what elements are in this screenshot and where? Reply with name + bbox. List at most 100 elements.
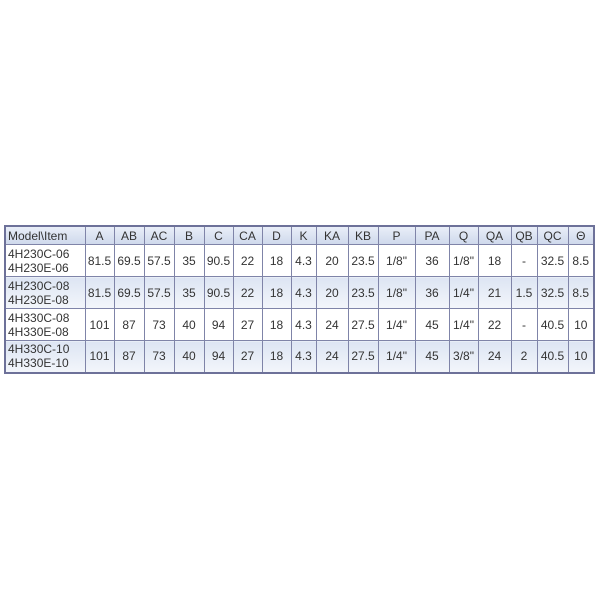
- column-header: KB: [347, 225, 379, 245]
- value-cell: 87: [113, 340, 145, 373]
- value-cell: 27: [232, 308, 263, 341]
- value-cell: 1/4": [377, 340, 416, 373]
- value-cell: 3/8": [448, 340, 479, 373]
- value-cell: 94: [203, 308, 234, 341]
- value-cell: 4.3: [290, 308, 317, 341]
- value-cell: -: [510, 308, 538, 341]
- value-cell: 27: [232, 340, 263, 373]
- column-header: Q: [448, 225, 479, 245]
- column-header: QB: [510, 225, 538, 245]
- value-cell: 101: [84, 340, 115, 373]
- value-cell: 22: [232, 276, 263, 309]
- value-cell: 36: [414, 276, 450, 309]
- table-row: 4H230C-08 4H230E-08 81.5 69.5 57.5 35 90.5 22 18…: [4, 276, 595, 309]
- value-cell: 1.5: [510, 276, 538, 309]
- value-cell: 45: [414, 340, 450, 373]
- value-cell: 45: [414, 308, 450, 341]
- column-header: AB: [113, 225, 145, 245]
- value-cell: 8.5: [567, 244, 595, 277]
- value-cell: 18: [261, 340, 292, 373]
- value-cell: 4.3: [290, 340, 317, 373]
- value-cell: 69.5: [113, 244, 145, 277]
- value-cell: 23.5: [347, 244, 379, 277]
- value-cell: 8.5: [567, 276, 595, 309]
- table-row: 4H230C-06 4H230E-06 81.5 69.5 57.5 35 90.5 22 18…: [4, 244, 595, 277]
- value-cell: 22: [477, 308, 512, 341]
- column-header: AC: [143, 225, 175, 245]
- table-row: 4H330C-10 4H330E-10 101 87 73 40 94 27 18 4.3 24 27…: [4, 340, 595, 373]
- value-cell: -: [510, 244, 538, 277]
- value-cell: 24: [315, 308, 349, 341]
- column-header: P: [377, 225, 416, 245]
- value-cell: 20: [315, 276, 349, 309]
- value-cell: 21: [477, 276, 512, 309]
- value-cell: 1/8": [448, 244, 479, 277]
- value-cell: 4.3: [290, 244, 317, 277]
- value-cell: 40.5: [536, 308, 569, 341]
- value-cell: 1/4": [448, 276, 479, 309]
- value-cell: 36: [414, 244, 450, 277]
- value-cell: 81.5: [84, 244, 115, 277]
- value-cell: 101: [84, 308, 115, 341]
- model-name: 4H230E-08: [8, 292, 69, 307]
- value-cell: 40: [173, 308, 205, 341]
- value-cell: 20: [315, 244, 349, 277]
- model-name: 4H230C-08: [8, 278, 70, 293]
- column-header: QC: [536, 225, 569, 245]
- column-header: K: [290, 225, 317, 245]
- value-cell: 90.5: [203, 276, 234, 309]
- model-name: 4H330C-10: [8, 342, 70, 357]
- model-cell: 4H330C-08 4H330E-08: [4, 308, 86, 341]
- dimensions-table: Model\Item A AB AC B C CA D K KA KB P PA Q QA QB QC Θ 4H2…: [4, 225, 595, 374]
- value-cell: 18: [477, 244, 512, 277]
- column-header: Θ: [567, 225, 595, 245]
- value-cell: 87: [113, 308, 145, 341]
- model-cell: 4H230C-06 4H230E-06: [4, 244, 86, 277]
- column-header: A: [84, 225, 115, 245]
- value-cell: 35: [173, 244, 205, 277]
- model-name: 4H230C-06: [8, 246, 70, 261]
- value-cell: 1/8": [377, 244, 416, 277]
- value-cell: 24: [477, 340, 512, 373]
- column-header: CA: [232, 225, 263, 245]
- column-header: D: [261, 225, 292, 245]
- model-name: 4H330C-08: [8, 310, 70, 325]
- value-cell: 2: [510, 340, 538, 373]
- column-header: KA: [315, 225, 349, 245]
- value-cell: 1/8": [377, 276, 416, 309]
- column-header: B: [173, 225, 205, 245]
- column-header: PA: [414, 225, 450, 245]
- value-cell: 27.5: [347, 340, 379, 373]
- value-cell: 73: [143, 340, 175, 373]
- value-cell: 57.5: [143, 276, 175, 309]
- model-cell: 4H230C-08 4H230E-08: [4, 276, 86, 309]
- column-header: Model\Item: [4, 225, 86, 245]
- value-cell: 32.5: [536, 276, 569, 309]
- value-cell: 94: [203, 340, 234, 373]
- column-header: C: [203, 225, 234, 245]
- value-cell: 23.5: [347, 276, 379, 309]
- model-name: 4H230E-06: [8, 260, 69, 275]
- table-row: 4H330C-08 4H330E-08 101 87 73 40 94 27 18 4.3 24 27…: [4, 308, 595, 341]
- value-cell: 10: [567, 340, 595, 373]
- value-cell: 18: [261, 276, 292, 309]
- value-cell: 24: [315, 340, 349, 373]
- model-name: 4H330E-08: [8, 324, 69, 339]
- column-header: QA: [477, 225, 512, 245]
- value-cell: 40.5: [536, 340, 569, 373]
- value-cell: 1/4": [377, 308, 416, 341]
- value-cell: 18: [261, 308, 292, 341]
- value-cell: 22: [232, 244, 263, 277]
- value-cell: 4.3: [290, 276, 317, 309]
- value-cell: 90.5: [203, 244, 234, 277]
- value-cell: 18: [261, 244, 292, 277]
- value-cell: 81.5: [84, 276, 115, 309]
- value-cell: 10: [567, 308, 595, 341]
- value-cell: 73: [143, 308, 175, 341]
- value-cell: 69.5: [113, 276, 145, 309]
- header-row: Model\Item A AB AC B C CA D K KA KB P PA Q QA QB QC Θ: [4, 225, 595, 245]
- value-cell: 57.5: [143, 244, 175, 277]
- value-cell: 27.5: [347, 308, 379, 341]
- value-cell: 35: [173, 276, 205, 309]
- value-cell: 32.5: [536, 244, 569, 277]
